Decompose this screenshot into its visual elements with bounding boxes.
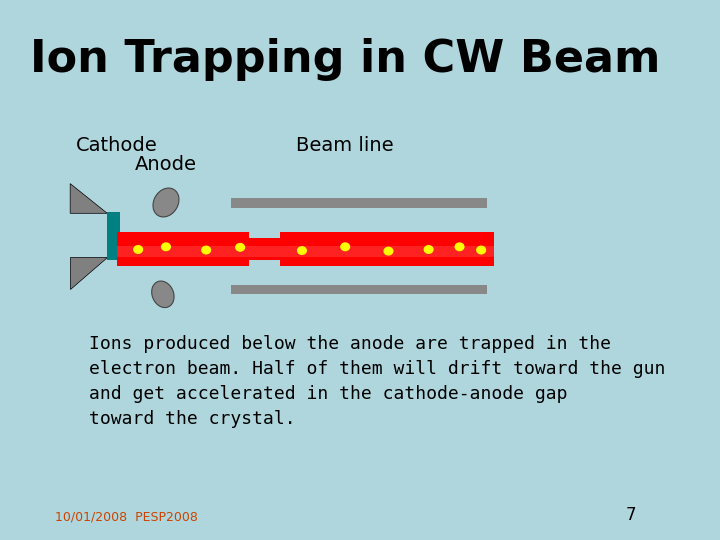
Circle shape <box>384 247 393 255</box>
Circle shape <box>455 243 464 251</box>
Circle shape <box>297 247 306 254</box>
Polygon shape <box>70 256 107 289</box>
Text: 10/01/2008  PESP2008: 10/01/2008 PESP2008 <box>55 511 197 524</box>
Ellipse shape <box>153 188 179 217</box>
Circle shape <box>341 243 349 251</box>
Text: Ions produced below the anode are trapped in the
electron beam. Half of them wil: Ions produced below the anode are trappe… <box>89 335 665 428</box>
Polygon shape <box>70 184 107 213</box>
Text: Anode: Anode <box>135 155 197 174</box>
Text: 7: 7 <box>625 506 636 524</box>
Ellipse shape <box>152 281 174 308</box>
Circle shape <box>202 246 210 254</box>
Bar <box>117 246 493 257</box>
Text: Ion Trapping in CW Beam: Ion Trapping in CW Beam <box>30 38 660 81</box>
Bar <box>243 238 287 260</box>
Circle shape <box>477 246 485 254</box>
Bar <box>280 232 493 266</box>
Text: Cathode: Cathode <box>76 136 158 156</box>
Bar <box>231 198 487 208</box>
Bar <box>117 232 249 266</box>
Circle shape <box>424 246 433 253</box>
Bar <box>231 285 487 294</box>
Text: Beam line: Beam line <box>297 136 394 156</box>
Bar <box>107 212 120 260</box>
Circle shape <box>162 243 171 251</box>
Circle shape <box>236 244 245 251</box>
Circle shape <box>134 246 143 253</box>
